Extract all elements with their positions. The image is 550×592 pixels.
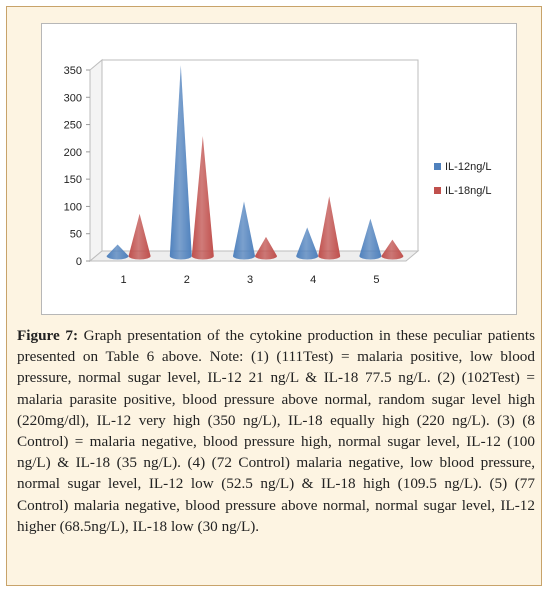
y-tick-label: 0 bbox=[76, 256, 82, 268]
y-tick-label: 50 bbox=[70, 229, 82, 241]
y-tick-label: 300 bbox=[64, 92, 82, 104]
cone-body bbox=[169, 65, 192, 260]
x-tick-label: 4 bbox=[310, 274, 316, 286]
caption-text: Graph presentation of the cytokine produ… bbox=[17, 327, 535, 535]
x-tick-label: 5 bbox=[373, 274, 379, 286]
y-tick-label: 250 bbox=[64, 120, 82, 132]
x-tick-label: 1 bbox=[121, 274, 127, 286]
legend: IL-12ng/L IL-18ng/L bbox=[434, 161, 491, 197]
cone-body bbox=[128, 213, 151, 260]
cone-il12-3 bbox=[233, 201, 255, 260]
cone-body bbox=[233, 201, 255, 260]
y-tick-label: 150 bbox=[64, 174, 82, 186]
caption-label: Figure 7: bbox=[17, 327, 79, 344]
y-tick-label: 200 bbox=[64, 147, 82, 159]
cone-il18-4 bbox=[318, 196, 341, 260]
cone-body bbox=[359, 218, 382, 260]
side-wall bbox=[89, 58, 103, 263]
cone-body bbox=[191, 135, 214, 260]
y-axis: 0 50 100 150 200 250 300 350 bbox=[64, 65, 90, 268]
x-axis: 1 2 3 4 5 bbox=[121, 274, 380, 286]
legend-label: IL-18ng/L bbox=[445, 185, 491, 197]
cone-il18-2 bbox=[191, 135, 214, 260]
legend-swatch bbox=[434, 163, 441, 170]
y-tick-label: 350 bbox=[64, 65, 82, 77]
cone-il12-5 bbox=[359, 218, 382, 260]
cone-il12-1 bbox=[106, 244, 129, 260]
cone-body bbox=[381, 239, 404, 260]
data-marks bbox=[106, 65, 404, 260]
x-tick-label: 2 bbox=[184, 274, 190, 286]
cone-body bbox=[318, 196, 341, 260]
y-tick-label: 100 bbox=[64, 201, 82, 213]
cone-il18-1 bbox=[128, 213, 151, 260]
cone-body bbox=[255, 236, 277, 260]
cone-il12-2 bbox=[169, 65, 192, 260]
x-tick-label: 3 bbox=[247, 274, 253, 286]
figure-caption: Figure 7: Graph presentation of the cyto… bbox=[17, 325, 535, 537]
legend-label: IL-12ng/L bbox=[445, 161, 491, 173]
cone-il12-4 bbox=[296, 227, 319, 260]
cone-il18-5 bbox=[381, 239, 404, 260]
cone-il18-3 bbox=[255, 236, 277, 260]
cone-body bbox=[106, 244, 129, 260]
legend-swatch bbox=[434, 187, 441, 194]
cone-body bbox=[296, 227, 319, 260]
